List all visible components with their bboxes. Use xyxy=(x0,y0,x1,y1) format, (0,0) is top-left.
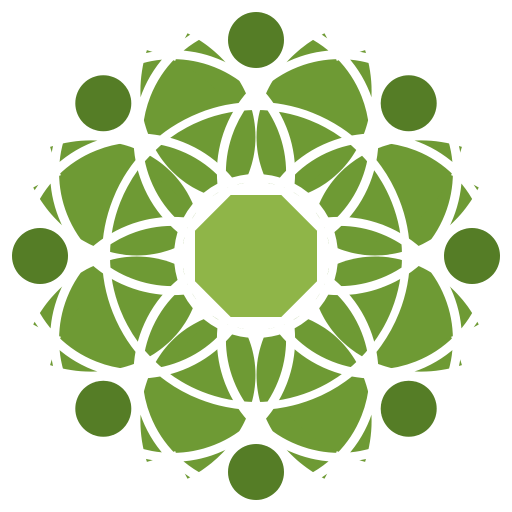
outer-dot xyxy=(228,12,284,68)
outer-dot xyxy=(380,380,437,437)
outer-dot xyxy=(444,228,500,284)
gap-ring xyxy=(174,174,338,338)
outer-dot xyxy=(75,380,132,437)
outer-dots xyxy=(12,12,500,500)
interlace-arc xyxy=(50,50,296,296)
outer-dot xyxy=(12,228,68,284)
outer-dot xyxy=(228,444,284,500)
center-octagon xyxy=(182,182,330,330)
outer-dot xyxy=(75,75,132,132)
gap-ring xyxy=(102,102,410,410)
outer-dot xyxy=(380,75,437,132)
center-octagon-shape xyxy=(195,195,317,317)
